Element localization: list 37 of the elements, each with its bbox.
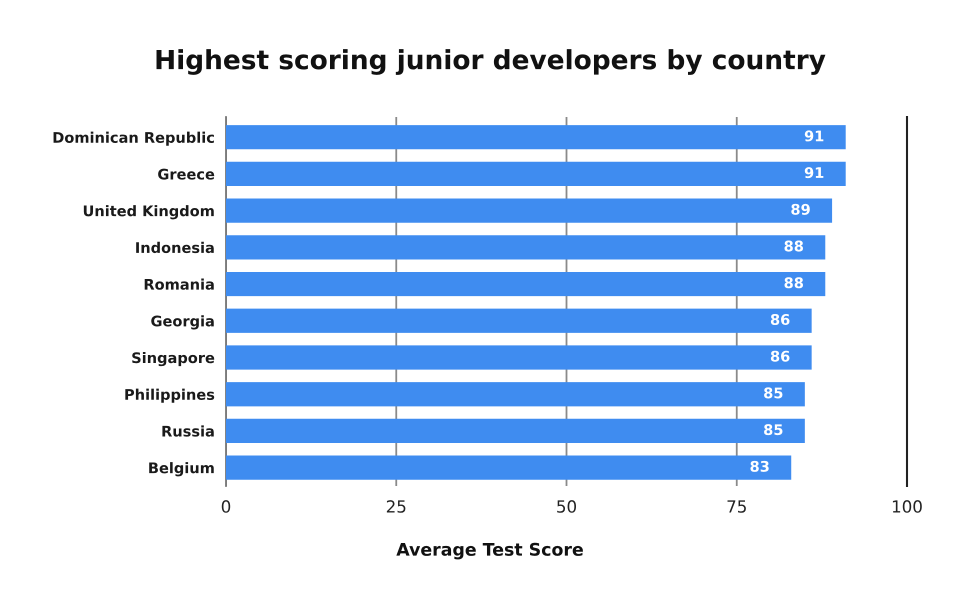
data-label: 88 [784,277,804,288]
data-label: 86 [770,314,790,326]
y-tick-label: Dominican Republic [54,132,214,146]
x-axis-title: Average Test Score [396,542,583,560]
data-label: 88 [784,240,804,252]
x-tick-label: 75 [728,500,746,513]
x-tick-label: 25 [386,500,406,513]
data-label: 85 [764,387,782,398]
bar [226,162,846,186]
data-label: 85 [764,424,782,436]
y-tick-label: Belgium [149,462,214,476]
bar [226,345,812,370]
y-tick-label: Russia [162,425,214,437]
y-tick-label: Georgia [151,315,214,330]
x-tick-label: 100 [892,500,922,513]
bar [226,235,826,260]
y-tick-label: Singapore [132,352,214,366]
data-label: 86 [770,350,790,362]
bar [226,308,812,333]
bar [226,418,805,444]
y-tick-label: Greece [158,168,214,180]
x-tick-label: 0 [222,500,230,513]
data-label: 91 [804,167,824,178]
data-label: 91 [804,130,824,142]
y-tick-label: Indonesia [136,242,214,254]
bar [226,456,792,480]
chart-title: Highest scoring junior developers by country [156,49,826,75]
bar [226,272,826,296]
y-tick-label: United Kingdom [84,205,214,220]
bar [226,198,832,223]
x-tick-label: 50 [557,500,576,513]
bar [226,125,846,150]
data-label: 83 [750,460,769,472]
y-tick-label: Romania [144,278,214,290]
y-tick-label: Philippines [125,388,214,403]
data-label: 89 [791,204,810,215]
bar [226,382,805,406]
